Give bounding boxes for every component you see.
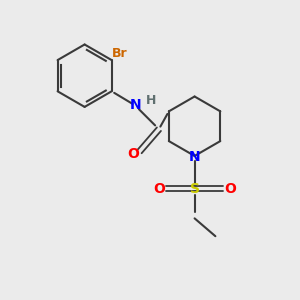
Text: N: N [129,98,141,112]
Text: H: H [146,94,156,106]
Text: N: N [189,150,200,164]
Text: Br: Br [112,47,128,60]
Text: O: O [224,182,236,196]
Text: S: S [190,182,200,196]
Text: O: O [127,148,139,161]
Text: O: O [153,182,165,196]
